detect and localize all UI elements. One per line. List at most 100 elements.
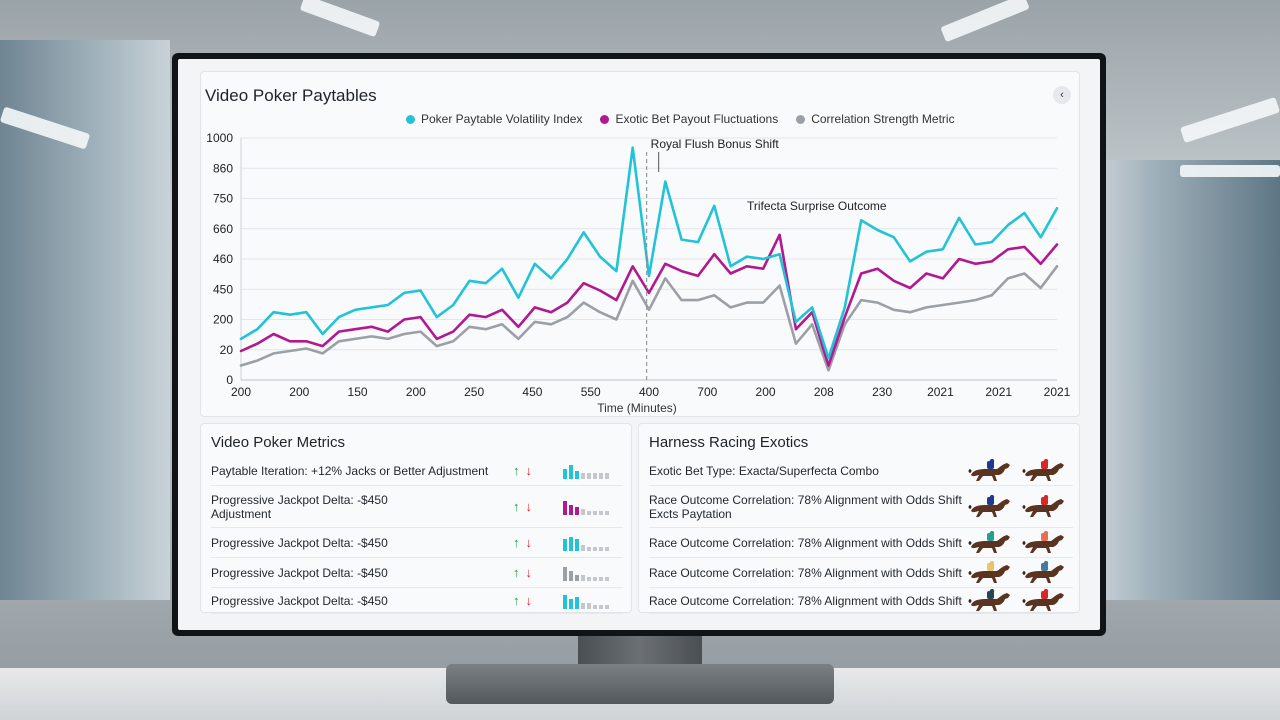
metric-text: Progressive Jackpot Delta: -$450 [211,565,388,580]
annotation-trifecta: Trifecta Surprise Outcome [747,199,887,213]
y-tick-label: 450 [213,282,233,296]
legend-label: Exotic Bet Payout Fluctuations [615,112,779,126]
sparkline-bars [563,593,609,609]
exotic-text: Race Outcome Correlation: 78% Alignment … [649,492,962,521]
sparkline-bar [593,510,597,515]
legend-dot-icon [406,114,415,124]
arrow-down-icon[interactable]: ↓ [525,499,533,514]
metric-row[interactable]: Paytable Iteration: +12% Jacks or Better… [211,456,623,486]
metric-text: Progressive Jackpot Delta: -$450 [211,535,388,550]
x-tick-label: 250 [464,385,484,399]
metric-row[interactable]: Progressive Jackpot Delta: -$450 ↑ ↓ [211,528,623,558]
y-tick-label: 860 [213,161,233,175]
sparkline-bar [569,464,573,479]
monitor: 1000 860 750 660 460 450 200 20 0 200 200 150 200 250… [172,53,1106,636]
sparkline-bar [593,576,597,581]
metric-row[interactable]: Progressive Jackpot Delta: -$450 Adjustm… [211,486,623,528]
trend-arrows: ↑ ↓ [513,593,532,608]
ceiling-light [940,0,1030,43]
sparkline-bar [563,594,567,609]
sparkline-bar [605,546,609,551]
arrow-up-icon[interactable]: ↑ [513,463,520,478]
legend-item-correlation[interactable]: Correlation Strength Metric [796,112,955,126]
exotic-row[interactable]: Race Outcome Correlation: 78% Alignment … [649,558,1073,588]
sparkline-bar [599,546,603,551]
legend-item-volatility[interactable]: Poker Paytable Volatility Index [406,112,582,126]
sparkline-bar [599,472,603,479]
x-tick-label: 200 [756,385,776,399]
y-tick-label: 200 [213,313,233,327]
metric-row[interactable]: Progressive Jackpot Delta: -$450 ↑ ↓ [211,588,623,614]
arrow-up-icon[interactable]: ↑ [513,499,520,514]
arrow-down-icon[interactable]: ↓ [525,463,533,478]
sparkline-bar [569,570,573,581]
chart-panel: 1000 860 750 660 460 450 200 20 0 200 200 150 200 250… [200,71,1080,417]
trend-arrows: ↑ ↓ [513,463,532,478]
metric-row[interactable]: Progressive Jackpot Delta: -$450 ↑ ↓ [211,558,623,588]
trend-arrows: ↑ ↓ [513,499,532,514]
arrow-down-icon[interactable]: ↓ [525,565,533,580]
sparkline-bar [587,546,591,551]
racehorse-icon [1022,530,1064,553]
background-window-right [1100,160,1280,600]
exotic-row[interactable]: Race Outcome Correlation: 78% Alignment … [649,486,1073,528]
series-line-2 [239,265,1059,372]
exotic-text: Race Outcome Correlation: 78% Alignment … [649,593,962,608]
video-poker-metrics-panel: Video Poker Metrics Paytable Iteration: … [200,423,632,614]
sparkline-bar [605,510,609,515]
sparkline-bar [569,504,573,515]
racehorse-icon [968,560,1010,583]
sparkline-bar [581,574,585,581]
sparkline-bars [563,463,609,479]
panel-title: Harness Racing Exotics [649,434,809,451]
chart-legend: Poker Paytable Volatility Index Exotic B… [406,112,955,126]
sparkline-bar [593,546,597,551]
sparkline-bar [599,576,603,581]
horse-icons [967,588,1067,613]
sparkline-bar [575,596,579,609]
legend-dot-icon [796,114,806,124]
series-line-0 [239,146,1059,360]
horse-icons [967,458,1067,483]
sparkline-bar [563,500,567,515]
racehorse-icon [1022,458,1064,481]
x-axis-label: Time (Minutes) [597,401,677,415]
sparkline-bar [605,604,609,609]
x-tick-label: 150 [348,385,368,399]
metric-text: Progressive Jackpot Delta: -$450 Adjustm… [211,492,388,521]
x-tick-label: 200 [406,385,426,399]
arrow-up-icon[interactable]: ↑ [513,535,520,550]
legend-label: Poker Paytable Volatility Index [421,112,583,126]
x-tick-label: 200 [289,385,309,399]
screen: 1000 860 750 660 460 450 200 20 0 200 200 150 200 250… [178,59,1100,630]
sparkline-bar [575,506,579,515]
arrow-up-icon[interactable]: ↑ [513,565,520,580]
sparkline-bars [563,499,609,515]
sparkline-bar [587,576,591,581]
collapse-button[interactable]: ‹ [1053,86,1071,104]
racehorse-icon [1022,560,1064,583]
sparkline-bar [575,538,579,551]
sparkline-bars [563,535,609,551]
racehorse-icon [968,458,1010,481]
exotic-row[interactable]: Race Outcome Correlation: 78% Alignment … [649,528,1073,558]
legend-item-exotic[interactable]: Exotic Bet Payout Fluctuations [600,112,778,126]
arrow-down-icon[interactable]: ↓ [525,535,533,550]
exotic-row[interactable]: Exotic Bet Type: Exacta/Superfecta Combo [649,456,1073,486]
sparkline-bar [563,538,567,551]
horse-icons [967,494,1067,519]
trend-arrows: ↑ ↓ [513,565,532,580]
racehorse-icon [968,494,1010,517]
y-tick-label: 750 [213,192,233,206]
sparkline-bar [575,470,579,479]
sparkline-bar [593,604,597,609]
arrow-down-icon[interactable]: ↓ [525,593,533,608]
exotic-row[interactable]: Race Outcome Correlation: 78% Alignment … [649,588,1073,614]
sparkline-bars [563,565,609,581]
trend-arrows: ↑ ↓ [513,535,532,550]
horse-icons [967,530,1067,555]
monitor-base [446,664,834,704]
arrow-up-icon[interactable]: ↑ [513,593,520,608]
sparkline-bar [575,574,579,581]
